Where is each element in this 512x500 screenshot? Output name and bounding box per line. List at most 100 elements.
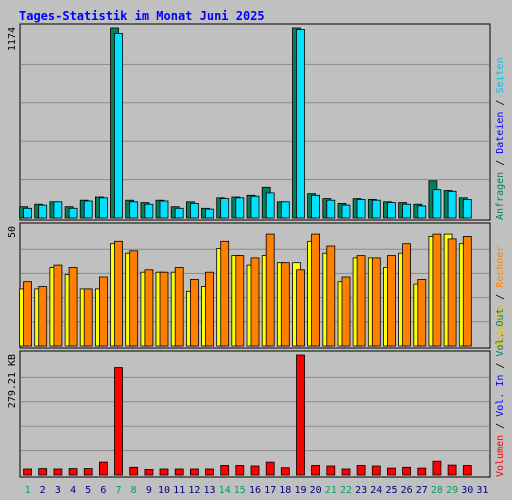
x-tick-label-day-14: 14 [219, 485, 231, 496]
bar-seiten-day-26 [402, 203, 412, 219]
right-label-part: Vol. In [495, 375, 506, 417]
right-label-part: / [495, 417, 506, 435]
panel-1: 1174 [7, 23, 491, 221]
bar-volumen-day-1 [23, 468, 33, 476]
y-max-label: 1174 [7, 27, 18, 51]
bar-seiten-day-4 [68, 207, 78, 219]
panel-3: 279.21 KB [7, 350, 491, 478]
bar-volumen-day-9 [144, 468, 154, 476]
bar-rechner-day-8 [129, 250, 139, 347]
bar-rechner-day-21 [326, 245, 336, 347]
panel-2: 50 [7, 222, 491, 349]
bar-seiten-day-3 [53, 201, 63, 219]
x-tick-label-day-3: 3 [55, 485, 61, 496]
bar-rechner-day-12 [189, 278, 199, 347]
x-tick-label-day-16: 16 [249, 485, 261, 496]
bar-rechner-day-1 [23, 281, 33, 347]
right-label-part: Vol. Out [495, 308, 506, 356]
x-tick-label-day-18: 18 [279, 485, 291, 496]
right-labels: Anfragen / Dateien / Seiten Besuche / Rec… [495, 57, 506, 477]
x-tick-label-day-11: 11 [173, 485, 185, 496]
bar-seiten-day-27 [417, 205, 427, 219]
panel-frame [19, 23, 491, 221]
bar-volumen-day-15 [235, 465, 245, 476]
bar-rechner-day-22 [341, 276, 351, 347]
x-tick-label-day-30: 30 [461, 485, 473, 496]
x-tick-label-day-8: 8 [131, 485, 137, 496]
right-label-part: Anfragen [495, 172, 506, 220]
bar-rechner-day-29 [447, 238, 457, 347]
x-tick-label-day-9: 9 [146, 485, 152, 496]
right-label-part: Rechner [495, 246, 506, 288]
x-tick-label-day-15: 15 [234, 485, 246, 496]
x-tick-label-day-20: 20 [310, 485, 322, 496]
right-axis-label-3: Volumen / Vol. In / Vol. Out [495, 308, 506, 477]
x-tick-label-day-2: 2 [40, 485, 46, 496]
right-label-part: Seiten [495, 57, 506, 93]
bar-volumen-day-10 [159, 468, 169, 476]
chart-title: Tages-Statistik im Monat Juni 2025 [19, 9, 265, 23]
right-label-part: Volumen [495, 435, 506, 477]
right-axis-label-1: Anfragen / Dateien / Seiten [495, 57, 506, 220]
bar-seiten-day-10 [159, 200, 169, 219]
bar-volumen-day-3 [53, 468, 63, 476]
bar-seiten-day-19 [296, 29, 305, 219]
right-axis-label-2: Besuche / Rechner [495, 246, 506, 348]
bar-volumen-day-26 [402, 466, 412, 476]
bar-seiten-day-9 [144, 203, 154, 219]
bar-seiten-day-11 [174, 207, 184, 219]
x-tick-label-day-29: 29 [446, 485, 458, 496]
right-label-part: / [495, 154, 506, 172]
bar-seiten-day-18 [280, 201, 290, 219]
bar-volumen-day-12 [189, 468, 199, 476]
x-tick-label-day-7: 7 [115, 485, 121, 496]
bar-volumen-day-16 [250, 465, 260, 476]
bar-volumen-day-5 [83, 468, 93, 476]
x-tick-label-day-26: 26 [401, 485, 413, 496]
x-tick-label-day-24: 24 [370, 485, 382, 496]
right-label-part: Besuche [495, 306, 506, 348]
y-max-label: 279.21 KB [7, 354, 18, 408]
bar-rechner-day-23 [356, 255, 366, 347]
bar-volumen-day-7 [114, 367, 123, 476]
bar-volumen-day-18 [280, 467, 290, 476]
bar-volumen-day-22 [341, 468, 351, 476]
x-tick-label-day-25: 25 [385, 485, 397, 496]
right-label-part: Dateien [495, 112, 506, 154]
bar-seiten-day-15 [235, 197, 245, 219]
x-tick-label-day-1: 1 [25, 485, 31, 496]
bar-seiten-day-1 [23, 207, 33, 219]
bar-volumen-day-25 [387, 467, 396, 476]
y-max-label: 50 [7, 226, 18, 238]
bar-rechner-day-18 [280, 262, 290, 347]
x-tick-label-day-5: 5 [85, 485, 91, 496]
bar-seiten-day-25 [387, 202, 396, 219]
bar-rechner-day-15 [235, 255, 245, 347]
bar-volumen-day-20 [311, 465, 321, 476]
right-label-part: / [495, 357, 506, 375]
bar-volumen-day-11 [174, 468, 184, 476]
chart-panels: 1174 50 279.21 KB [7, 23, 491, 478]
bar-rechner-day-14 [220, 240, 230, 347]
x-tick-label-day-12: 12 [188, 485, 200, 496]
bar-volumen-day-4 [68, 468, 78, 476]
bar-volumen-day-21 [326, 465, 336, 476]
x-tick-label-day-13: 13 [203, 485, 215, 496]
bar-volumen-day-17 [265, 461, 275, 476]
bar-seiten-day-20 [311, 194, 321, 219]
bar-volumen-day-13 [205, 468, 214, 476]
bar-rechner-day-4 [68, 267, 78, 347]
x-tick-label-day-10: 10 [158, 485, 170, 496]
bar-seiten-day-23 [356, 198, 366, 219]
bar-volumen-day-30 [462, 465, 472, 476]
bar-volumen-day-24 [371, 465, 381, 476]
bar-rechner-day-19 [296, 269, 305, 347]
bar-rechner-day-9 [144, 269, 154, 347]
bar-rechner-day-17 [265, 233, 275, 347]
bar-seiten-day-30 [462, 198, 472, 219]
bar-rechner-day-10 [159, 271, 169, 347]
bar-volumen-day-8 [129, 466, 139, 476]
bar-rechner-day-3 [53, 264, 63, 347]
x-tick-label-day-6: 6 [100, 485, 106, 496]
x-tick-label-day-21: 21 [325, 485, 337, 496]
